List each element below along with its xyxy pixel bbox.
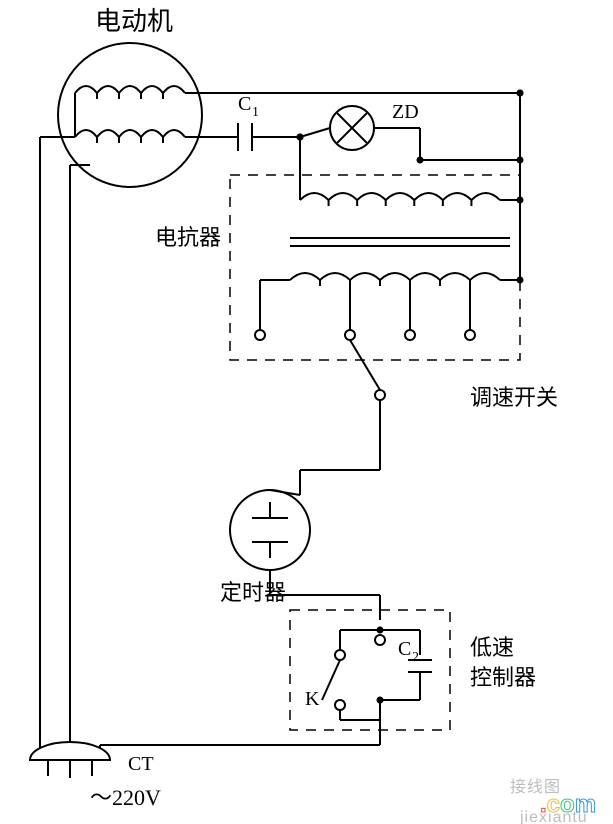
svg-text:K: K [305, 688, 320, 710]
svg-text:低速: 低速 [470, 635, 514, 660]
svg-text:定时器: 定时器 [220, 580, 286, 605]
svg-text:C: C [238, 93, 251, 115]
svg-text:2: 2 [412, 650, 419, 665]
svg-text:jiexiantu: jiexiantu [519, 809, 588, 824]
svg-text:ZD: ZD [392, 101, 419, 123]
svg-text:1: 1 [252, 105, 259, 120]
svg-text:电抗器: 电抗器 [155, 225, 221, 250]
svg-text:C: C [398, 638, 411, 660]
svg-text:控制器: 控制器 [470, 665, 536, 690]
svg-text:电动机: 电动机 [95, 7, 173, 36]
svg-text:调速开关: 调速开关 [470, 385, 558, 410]
svg-text:CT: CT [128, 753, 154, 775]
svg-text:～220V: ～220V [90, 785, 161, 810]
